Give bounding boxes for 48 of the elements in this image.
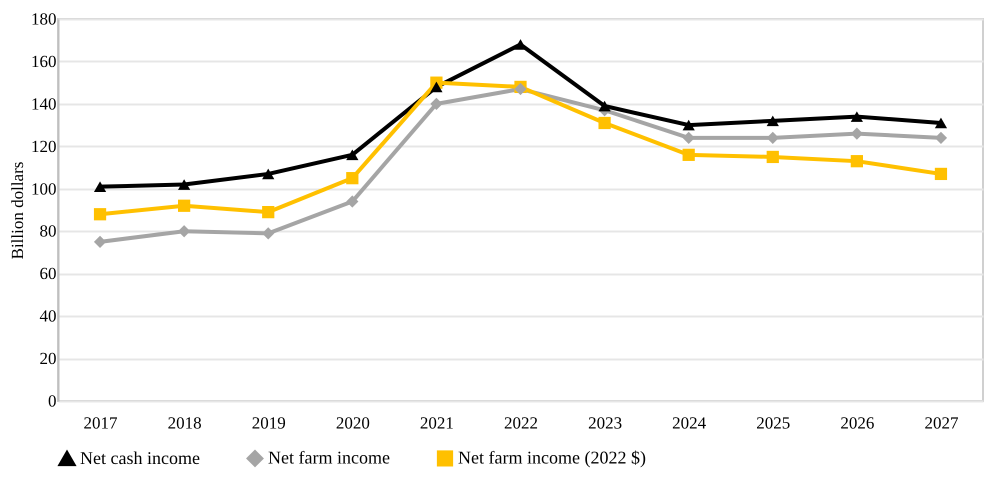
point — [262, 168, 274, 180]
y-tick-label: 20 — [40, 349, 56, 368]
point — [430, 82, 443, 92]
x-tick-label: 2021 — [420, 414, 454, 432]
y-tick-label: 100 — [31, 179, 56, 198]
x-tick-label: 2023 — [588, 414, 622, 432]
x-tick-label: 2024 — [672, 414, 707, 432]
point — [94, 181, 106, 192]
legend-label: Net cash income — [80, 448, 200, 468]
point — [262, 227, 274, 240]
point — [934, 168, 948, 180]
point — [598, 116, 611, 130]
y-axis-title: Billion dollars — [8, 162, 27, 260]
x-tick-label: 2025 — [756, 414, 790, 432]
point — [262, 206, 274, 218]
point — [430, 98, 443, 110]
point — [94, 208, 106, 220]
y-tick-label: 160 — [31, 52, 56, 71]
x-tick-label: 2019 — [252, 414, 286, 432]
point — [598, 100, 611, 112]
point — [178, 179, 190, 190]
x-tick-label: 2017 — [84, 414, 118, 432]
x-tick-label: 2022 — [504, 414, 538, 432]
point — [682, 120, 695, 130]
point — [346, 150, 358, 160]
point — [178, 200, 190, 212]
legend-label: Net farm income — [268, 447, 390, 468]
point — [346, 195, 358, 208]
point — [346, 172, 358, 184]
y-tick-label: 140 — [31, 94, 56, 114]
point — [850, 111, 863, 122]
y-tick-label: 120 — [31, 136, 56, 156]
point — [934, 118, 948, 128]
y-tick-label: 80 — [40, 222, 56, 241]
x-tick-label: 2018 — [168, 414, 202, 432]
x-tick-label: 2026 — [840, 414, 874, 432]
y-tick-label: 40 — [40, 306, 56, 326]
legend-label: Net farm income (2022 $) — [458, 447, 646, 468]
x-tick-label: 2020 — [336, 414, 370, 432]
point — [850, 155, 863, 168]
x-tick-label: 2027 — [924, 414, 959, 432]
y-tick-label: 0 — [48, 392, 56, 410]
point — [766, 116, 779, 126]
y-tick-label: 180 — [31, 10, 56, 28]
point — [682, 148, 695, 161]
point — [94, 236, 106, 248]
point — [766, 150, 779, 164]
y-tick-label: 60 — [40, 264, 56, 284]
